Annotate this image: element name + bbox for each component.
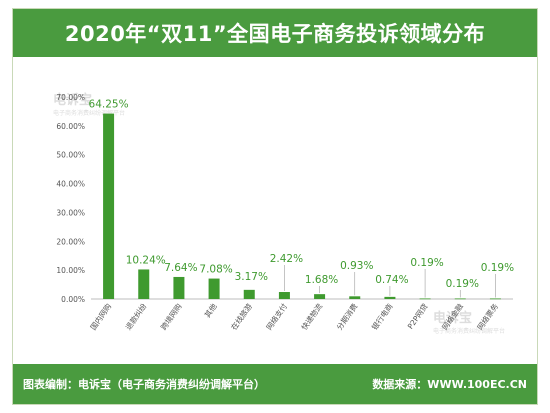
- bar: [243, 289, 255, 299]
- y-tick-label: 20.00%: [56, 237, 85, 246]
- chart-title: 2020年“双11”全国电子商务投诉领域分布: [64, 22, 486, 46]
- watermark-subtext: 电子商务消费纠纷调解平台: [53, 110, 126, 117]
- x-tick-label: 银行电商: [369, 301, 395, 332]
- value-label: 2.42%: [270, 253, 303, 265]
- footer-source: 数据来源：WWW.100EC.CN: [372, 378, 527, 391]
- value-label: 0.19%: [446, 278, 479, 290]
- x-tick-label: 其他: [202, 301, 219, 319]
- value-label: 3.17%: [235, 271, 268, 283]
- bar: [454, 298, 466, 300]
- bar: [173, 276, 185, 299]
- value-label: 0.74%: [375, 274, 408, 286]
- watermark-subtext-2: 电子商务消费纠纷调解平台: [433, 328, 506, 335]
- value-label: 0.19%: [410, 257, 443, 269]
- x-tick-label: 退款纠纷: [123, 301, 149, 332]
- x-tick-label: 在线旅游: [228, 301, 254, 332]
- value-label: 10.24%: [126, 254, 166, 266]
- value-label: 0.19%: [481, 262, 514, 274]
- watermark-bottom-right: 电诉宝 电子商务消费纠纷调解平台: [433, 307, 505, 335]
- bar-chart: 0.00% 10.00% 20.00% 30.00% 40.00% 50.00% 60.00…: [56, 93, 514, 332]
- value-label: 7.64%: [164, 262, 197, 274]
- footer-credit: 图表编制：电诉宝（电子商务消费纠纷调解平台）: [23, 378, 265, 391]
- y-tick-label: 0.00%: [61, 295, 85, 304]
- watermark-text-2: 电诉宝: [433, 311, 473, 326]
- bar: [349, 296, 361, 299]
- watermark-text: 电诉宝: [53, 93, 93, 108]
- y-tick-label: 50.00%: [56, 151, 85, 160]
- y-tick-label: 40.00%: [56, 180, 85, 189]
- x-tick-label: 跨境网购: [158, 301, 183, 331]
- bar: [278, 292, 290, 299]
- x-tick-label: 网络票务: [475, 301, 501, 332]
- x-tick-label: P2P网贷: [405, 301, 430, 331]
- bar: [314, 294, 326, 299]
- bar: [208, 278, 220, 299]
- bar: [138, 269, 150, 299]
- chart-frame: 2020年“双11”全国电子商务投诉领域分布 电诉宝 电子商务消费纠纷调解平台 …: [12, 8, 538, 405]
- x-tick-label: 分期消费: [334, 301, 360, 332]
- title-bar: 2020年“双11”全国电子商务投诉领域分布: [13, 9, 537, 57]
- bar: [384, 296, 396, 299]
- y-tick-label: 60.00%: [56, 122, 85, 131]
- x-tick-label: 快递物流: [299, 301, 325, 332]
- bar: [489, 298, 501, 300]
- x-tick-label: 网络金融: [439, 301, 465, 332]
- value-label: 7.08%: [199, 264, 232, 276]
- x-tick-label: 国内网购: [88, 301, 113, 331]
- watermark-top-left: 电诉宝 电子商务消费纠纷调解平台: [53, 89, 125, 117]
- value-label: 64.25%: [89, 99, 129, 111]
- value-label: 1.68%: [305, 274, 338, 286]
- footer-bar: 图表编制：电诉宝（电子商务消费纠纷调解平台） 数据来源：WWW.100EC.CN: [13, 364, 537, 404]
- y-tick-label: 30.00%: [56, 208, 85, 217]
- y-tick-label: 10.00%: [56, 266, 85, 275]
- value-label: 0.93%: [340, 260, 373, 272]
- bar: [419, 298, 431, 300]
- y-tick-label: 70.00%: [56, 93, 85, 102]
- bar: [103, 113, 115, 299]
- x-tick-label: 网络支付: [264, 301, 290, 332]
